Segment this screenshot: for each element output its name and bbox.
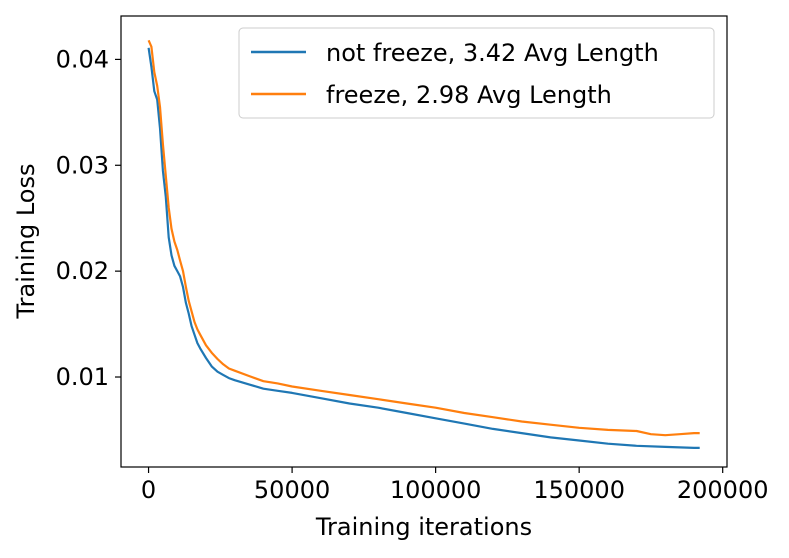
y-tick-label: 0.02 <box>56 257 109 285</box>
series-layer <box>147 39 700 449</box>
legend: not freeze, 3.42 Avg Length freeze, 2.98… <box>238 27 715 119</box>
legend-label-freeze: freeze, 2.98 Avg Length <box>326 81 612 109</box>
x-tick-label: 200000 <box>677 476 769 504</box>
y-axis-title: Training Loss <box>12 164 40 320</box>
y-tick-label: 0.01 <box>56 363 109 391</box>
y-tick-label: 0.03 <box>56 151 109 179</box>
series-line-freeze <box>147 39 700 437</box>
series-line-not-freeze <box>147 47 700 449</box>
x-tick-label: 100000 <box>390 476 482 504</box>
x-axis-title: Training iterations <box>315 513 532 541</box>
y-tick-label: 0.04 <box>56 45 109 73</box>
legend-label-not-freeze: not freeze, 3.42 Avg Length <box>326 39 659 67</box>
x-tick-label: 50000 <box>254 476 330 504</box>
y-axis: 0.01 0.02 0.03 0.04 <box>56 45 121 391</box>
x-tick-label: 0 <box>141 476 156 504</box>
x-tick-label: 150000 <box>533 476 625 504</box>
legend-box <box>238 27 715 119</box>
plot-frame <box>120 15 728 468</box>
x-axis: 0 50000 100000 150000 200000 <box>141 467 769 504</box>
